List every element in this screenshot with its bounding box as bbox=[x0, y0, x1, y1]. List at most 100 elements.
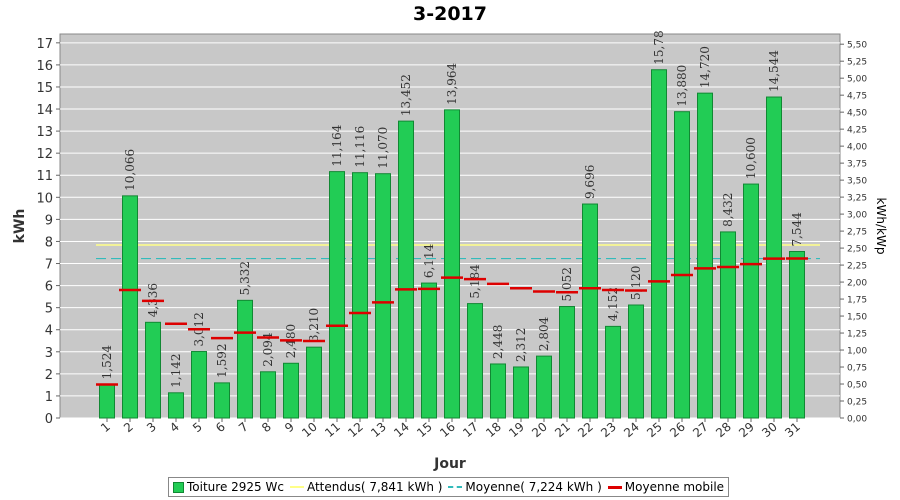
x-tick-label: 27 bbox=[690, 420, 711, 441]
y-tick-label: 2 bbox=[45, 368, 53, 383]
x-tick-label: 20 bbox=[529, 420, 550, 441]
x-tick-label: 17 bbox=[460, 420, 481, 441]
x-tick-label: 7 bbox=[236, 420, 251, 436]
bar bbox=[536, 355, 552, 419]
bar bbox=[628, 304, 644, 419]
y2-tick-label: 2,75 bbox=[847, 228, 867, 238]
x-tick-label: 30 bbox=[759, 420, 780, 441]
y2-tick-label: 0,25 bbox=[847, 398, 867, 408]
legend-label-production: Toiture 2925 Wc bbox=[187, 480, 284, 494]
y2-tick-label: 3,00 bbox=[847, 211, 867, 221]
bar bbox=[191, 351, 207, 419]
y-axis-title: kWh bbox=[12, 209, 28, 244]
chart-title: 3-2017 bbox=[413, 3, 487, 25]
bar-value-label: 13,452 bbox=[399, 74, 413, 116]
bar-value-label: 7,544 bbox=[790, 212, 804, 247]
x-tick-label: 29 bbox=[736, 420, 757, 441]
y-tick-label: 0 bbox=[45, 412, 53, 427]
bar-value-label: 5,120 bbox=[629, 266, 643, 300]
y2-tick-label: 5,00 bbox=[847, 75, 867, 85]
bar-value-label: 6,114 bbox=[422, 243, 436, 278]
y-tick-label: 6 bbox=[45, 280, 53, 295]
bar-value-label: 10,600 bbox=[744, 137, 758, 179]
y-tick-label: 17 bbox=[36, 37, 53, 52]
legend-item-production: Toiture 2925 Wc bbox=[173, 480, 284, 494]
bar bbox=[467, 303, 483, 419]
x-tick-label: 19 bbox=[506, 420, 527, 441]
legend-swatch-average bbox=[448, 486, 463, 488]
bar-value-label: 13,880 bbox=[675, 65, 689, 107]
bar-value-label: 8,432 bbox=[721, 193, 735, 227]
bar-value-label: 5,184 bbox=[468, 264, 482, 299]
bar bbox=[122, 195, 138, 419]
y2-tick-label: 1,25 bbox=[847, 330, 867, 340]
legend-swatch-expected bbox=[289, 486, 304, 488]
x-tick-label: 31 bbox=[782, 420, 803, 441]
y2-tick-label: 3,75 bbox=[847, 160, 867, 170]
bar bbox=[789, 251, 805, 419]
y2-tick-label: 3,25 bbox=[847, 194, 867, 204]
bar-value-label: 5,052 bbox=[560, 267, 574, 301]
bar-value-label: 5,332 bbox=[238, 261, 252, 295]
bar-labels: 1,52410,0664,3361,1423,0121,5925,3322,09… bbox=[100, 30, 804, 387]
y2-tick-label: 4,00 bbox=[847, 143, 867, 153]
y2-tick-label: 3,50 bbox=[847, 177, 867, 187]
y2-tick-label: 0,00 bbox=[847, 415, 867, 425]
y2-axis: 0,00 0,25 0,50 0,75 1,00 1,25 1,50 1,75 2,00 2,25… bbox=[840, 41, 867, 425]
x-tick-label: 4 bbox=[167, 420, 182, 436]
legend-item-moving-avg: Moyenne mobile bbox=[607, 480, 725, 494]
y2-tick-label: 1,75 bbox=[847, 296, 867, 306]
bar bbox=[421, 282, 437, 419]
x-tick-label: 1 bbox=[98, 420, 113, 436]
y-tick-label: 5 bbox=[45, 302, 53, 317]
y-tick-label: 12 bbox=[36, 147, 53, 162]
x-tick-label: 18 bbox=[483, 420, 504, 441]
bar-value-label: 14,720 bbox=[698, 46, 712, 88]
y2-tick-label: 5,50 bbox=[847, 41, 867, 51]
legend-item-average: Moyenne( 7,224 kWh ) bbox=[448, 480, 602, 494]
x-tick-label: 9 bbox=[282, 420, 297, 436]
y2-tick-label: 4,50 bbox=[847, 109, 867, 119]
x-tick-label: 15 bbox=[414, 420, 435, 441]
y2-tick-label: 2,00 bbox=[847, 279, 867, 289]
bar-value-label: 14,544 bbox=[767, 50, 781, 92]
bar bbox=[720, 231, 736, 419]
x-tick-label: 6 bbox=[213, 420, 228, 436]
bar bbox=[398, 120, 414, 419]
legend-label-moving-avg: Moyenne mobile bbox=[624, 480, 725, 494]
bar bbox=[674, 111, 690, 419]
legend-swatch-moving-avg bbox=[607, 485, 622, 489]
bar bbox=[352, 172, 368, 419]
legend-label-expected: Attendus( 7,841 kWh ) bbox=[306, 480, 443, 494]
bar-value-label: 13,964 bbox=[445, 62, 459, 104]
y2-tick-label: 4,75 bbox=[847, 92, 867, 102]
legend-label-average: Moyenne( 7,224 kWh ) bbox=[465, 480, 602, 494]
y-tick-label: 4 bbox=[45, 324, 53, 339]
x-tick-label: 25 bbox=[644, 420, 665, 441]
x-tick-label: 8 bbox=[259, 420, 274, 436]
bars bbox=[99, 69, 805, 419]
y-tick-label: 7 bbox=[45, 258, 53, 273]
x-tick-label: 23 bbox=[598, 420, 619, 441]
x-tick-label: 16 bbox=[437, 420, 458, 441]
x-axis-title: Jour bbox=[433, 456, 466, 472]
y2-tick-label: 1,00 bbox=[847, 347, 867, 357]
legend-item-expected: Attendus( 7,841 kWh ) bbox=[289, 480, 443, 494]
y-tick-label: 14 bbox=[36, 103, 53, 118]
y2-tick-label: 1,50 bbox=[847, 313, 867, 323]
y-tick-label: 11 bbox=[36, 169, 53, 184]
x-tick-label: 11 bbox=[322, 420, 343, 441]
bar-value-label: 10,066 bbox=[123, 149, 137, 191]
bar bbox=[444, 109, 460, 419]
bar-value-label: 2,448 bbox=[491, 325, 505, 359]
bar-value-label: 15,78 bbox=[652, 30, 666, 64]
x-tick-label: 24 bbox=[621, 420, 642, 441]
bar bbox=[237, 299, 253, 419]
moving-average bbox=[96, 257, 808, 386]
x-tick-label: 2 bbox=[121, 420, 136, 436]
bar bbox=[214, 382, 230, 419]
bar bbox=[168, 392, 184, 419]
x-tick-label: 13 bbox=[368, 420, 389, 441]
bar bbox=[605, 325, 621, 419]
y-tick-label: 10 bbox=[36, 191, 53, 206]
